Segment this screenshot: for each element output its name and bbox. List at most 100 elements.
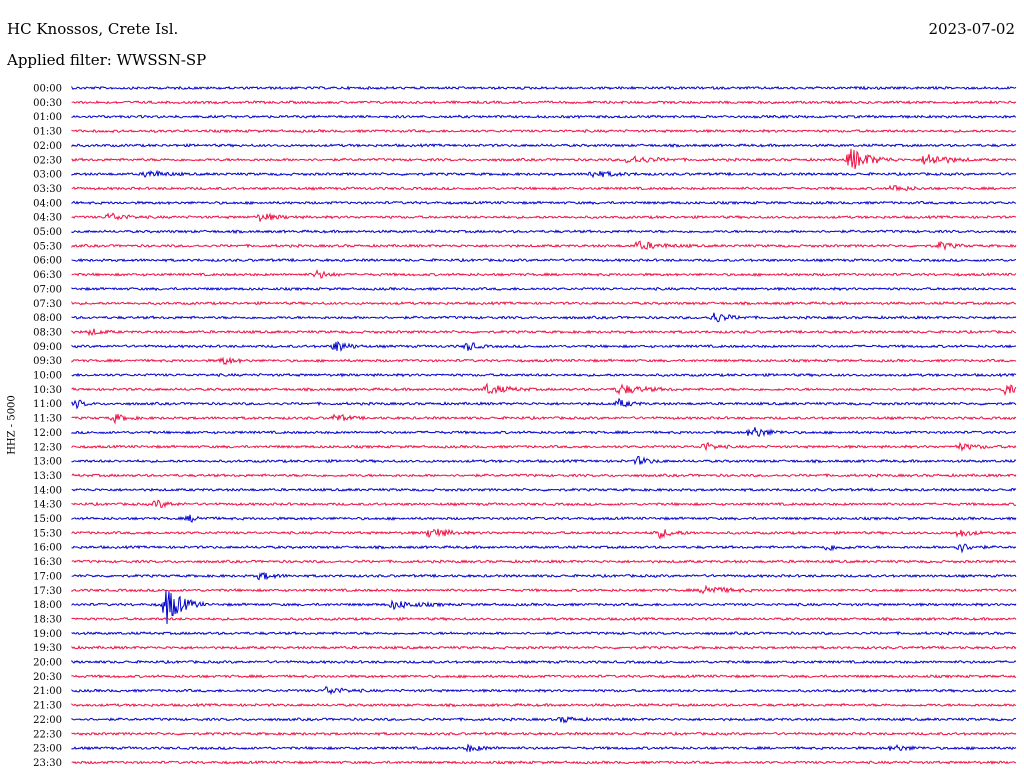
trace-line [71, 229, 1017, 235]
row-time-label: 10:00 [33, 371, 62, 382]
row-time-label: 02:30 [33, 155, 62, 166]
row-time-label: 19:30 [33, 643, 62, 654]
filter-label: Applied filter: WWSSN-SP [7, 51, 207, 69]
trace-line [71, 590, 1017, 625]
row-time-label: 00:30 [33, 98, 62, 109]
trace-line [71, 499, 1017, 509]
trace-line [71, 487, 1017, 493]
row-time-label: 04:00 [33, 198, 62, 209]
trace-line [71, 143, 1017, 149]
row-time-label: 21:30 [33, 701, 62, 712]
row-time-label: 11:00 [33, 399, 62, 410]
row-time-label: 09:30 [33, 356, 62, 367]
trace-line [71, 286, 1017, 292]
row-time-label: 20:30 [33, 672, 62, 683]
row-time-label: 12:00 [33, 428, 62, 439]
trace-line [71, 702, 1017, 708]
trace-line [71, 743, 1017, 753]
trace-line [71, 212, 1017, 222]
trace-line [71, 200, 1017, 206]
row-time-label: 01:00 [33, 112, 62, 123]
row-time-label: 06:00 [33, 256, 62, 267]
row-time-label: 17:30 [33, 586, 62, 597]
trace-line [71, 559, 1017, 564]
trace-line [71, 114, 1017, 120]
trace-line [71, 455, 1017, 466]
row-time-label: 23:00 [33, 744, 62, 755]
trace-line [71, 99, 1017, 105]
trace-line [71, 397, 1017, 410]
row-time-label: 18:30 [33, 614, 62, 625]
row-time-label: 08:00 [33, 313, 62, 324]
trace-line [71, 616, 1017, 622]
trace-line [71, 356, 1017, 366]
trace-line [71, 472, 1017, 478]
trace-line [71, 372, 1017, 378]
row-time-label: 03:30 [33, 184, 62, 195]
row-time-label: 07:00 [33, 284, 62, 295]
row-time-label: 21:00 [33, 686, 62, 697]
trace-line [71, 584, 1017, 595]
row-time-label: 09:00 [33, 342, 62, 353]
row-time-label: 01:30 [33, 127, 62, 138]
row-time-label: 00:00 [33, 84, 62, 95]
trace-line [71, 413, 1017, 425]
trace-line [71, 312, 1017, 323]
row-time-label: 11:30 [33, 414, 62, 425]
row-time-label: 05:00 [33, 227, 62, 238]
trace-line [71, 630, 1017, 636]
row-time-label: 17:00 [33, 571, 62, 582]
trace-line [71, 731, 1017, 737]
row-time-label: 20:00 [33, 658, 62, 669]
row-time-label: 07:30 [33, 299, 62, 310]
row-time-label: 16:30 [33, 557, 62, 568]
trace-line [71, 340, 1017, 353]
row-time-label: 13:00 [33, 457, 62, 468]
row-time-label: 13:30 [33, 471, 62, 482]
trace-line [71, 382, 1017, 397]
trace-line [71, 128, 1017, 134]
record-date: 2023-07-02 [928, 20, 1015, 38]
trace-line [71, 328, 1017, 337]
row-time-label: 15:30 [33, 528, 62, 539]
trace-line [71, 148, 1017, 170]
row-time-label: 19:00 [33, 629, 62, 640]
station-name: HC Knossos, Crete Isl. [7, 20, 179, 38]
row-time-label: 05:30 [33, 241, 62, 252]
trace-line [71, 268, 1017, 279]
row-time-label: 14:00 [33, 485, 62, 496]
trace-line [71, 543, 1017, 554]
trace-line [71, 514, 1017, 523]
trace-line [71, 257, 1017, 263]
row-time-label: 18:00 [33, 600, 62, 611]
trace-line [71, 300, 1017, 306]
row-time-label: 22:00 [33, 715, 62, 726]
trace-line [71, 685, 1017, 696]
trace-line [71, 240, 1017, 252]
trace-line [71, 659, 1017, 665]
row-time-label: 22:30 [33, 729, 62, 740]
row-time-label: 03:00 [33, 170, 62, 181]
row-time-label: 15:00 [33, 514, 62, 525]
trace-line [71, 645, 1017, 651]
trace-line [71, 427, 1017, 438]
row-time-label: 06:30 [33, 270, 62, 281]
row-time-label: 14:30 [33, 500, 62, 511]
row-time-label: 04:30 [33, 213, 62, 224]
trace-line [71, 441, 1017, 453]
trace-line [71, 571, 1017, 581]
row-time-label: 02:00 [33, 141, 62, 152]
trace-line [71, 673, 1017, 679]
row-time-label: 12:30 [33, 442, 62, 453]
trace-line [71, 85, 1017, 91]
trace-line [71, 169, 1017, 179]
row-time-label: 10:30 [33, 385, 62, 396]
trace-line [71, 716, 1017, 724]
trace-line [71, 184, 1017, 192]
row-time-label: 23:30 [33, 758, 62, 769]
row-time-label: 16:00 [33, 543, 62, 554]
row-time-label: 08:30 [33, 327, 62, 338]
trace-line [71, 760, 1016, 765]
trace-line [71, 528, 1017, 540]
